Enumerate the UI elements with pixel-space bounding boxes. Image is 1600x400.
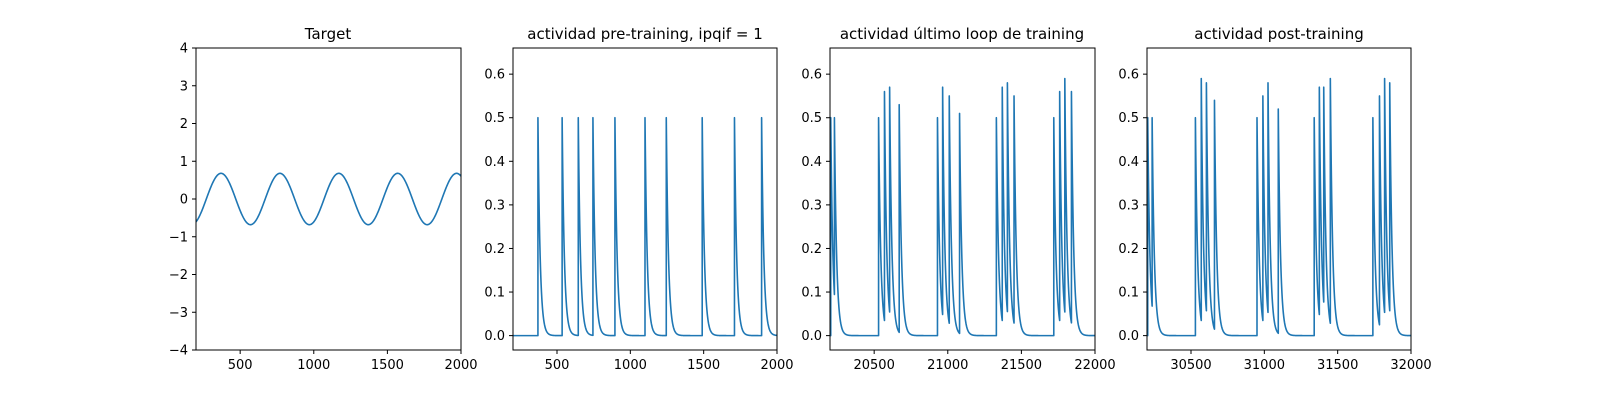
y-tick-label: 0.4	[484, 155, 505, 170]
y-tick-label: 2	[180, 117, 188, 132]
y-tick-label: 1	[180, 155, 188, 170]
x-tick-label: 1000	[297, 358, 330, 373]
y-tick-label: 0.6	[801, 68, 822, 83]
series-line	[1147, 77, 1411, 337]
y-tick-label: 0.5	[484, 111, 505, 126]
x-tick-label: 1500	[371, 358, 404, 373]
y-tick-label: −1	[169, 230, 188, 245]
y-tick-label: −2	[169, 268, 188, 283]
y-tick-label: 0.2	[801, 242, 822, 257]
y-tick-label: 0.3	[801, 198, 822, 213]
y-tick-label: 0.3	[484, 198, 505, 213]
y-tick-label: −3	[169, 306, 188, 321]
x-tick-label: 22000	[1074, 358, 1115, 373]
y-tick-label: 0.0	[1118, 329, 1139, 344]
x-tick-label: 20500	[853, 358, 894, 373]
series-line	[513, 116, 777, 337]
y-tick-label: 0.2	[484, 242, 505, 257]
x-tick-label: 1000	[614, 358, 647, 373]
y-tick-label: −4	[169, 344, 188, 359]
x-tick-label: 2000	[444, 358, 477, 373]
panel-title: actividad último loop de training	[840, 25, 1084, 43]
y-tick-label: 0.0	[484, 329, 505, 344]
y-tick-label: 0.4	[801, 155, 822, 170]
panel-pre-training: actividad pre-training, ipqif = 1 500 100…	[484, 25, 793, 373]
y-tick-label: 4	[180, 42, 188, 57]
panel-post-training: actividad post-training 30500 31000 31500 3…	[1118, 25, 1431, 373]
x-tick-label: 31000	[1244, 358, 1285, 373]
y-tick-label: 0.1	[801, 286, 822, 301]
y-tick-label: 0.6	[1118, 68, 1139, 83]
x-tick-label: 32000	[1390, 358, 1431, 373]
x-tick-label: 500	[545, 358, 570, 373]
panel-title: actividad post-training	[1194, 25, 1363, 43]
x-tick-label: 21500	[1001, 358, 1042, 373]
panel-last-training-loop: actividad último loop de training 20500 2…	[801, 25, 1115, 373]
panel-target: Target 500 1000 1500 2000 −4 −3 −2 −1 0 1 2 3 4	[169, 25, 478, 373]
y-tick-label: 0.5	[1118, 111, 1139, 126]
y-tick-label: 0.1	[1118, 286, 1139, 301]
series-line	[830, 77, 1095, 337]
panel-title: actividad pre-training, ipqif = 1	[527, 25, 763, 43]
y-tick-label: 3	[180, 79, 188, 94]
y-tick-label: 0.6	[484, 68, 505, 83]
axes-frame	[1146, 47, 1412, 351]
panel-title: Target	[304, 25, 352, 43]
y-tick-label: 0.2	[1118, 242, 1139, 257]
x-tick-label: 500	[228, 358, 253, 373]
y-tick-label: 0.1	[484, 286, 505, 301]
x-tick-label: 21000	[927, 358, 968, 373]
axes-frame	[512, 47, 778, 351]
x-tick-label: 30500	[1170, 358, 1211, 373]
x-tick-label: 31500	[1317, 358, 1358, 373]
y-tick-label: 0.5	[801, 111, 822, 126]
axes-frame	[829, 47, 1096, 351]
y-tick-label: 0.4	[1118, 155, 1139, 170]
y-tick-label: 0.3	[1118, 198, 1139, 213]
x-tick-label: 1500	[687, 358, 720, 373]
y-tick-label: 0.0	[801, 329, 822, 344]
series-line	[196, 172, 461, 226]
y-tick-label: 0	[180, 193, 188, 208]
x-tick-label: 2000	[760, 358, 793, 373]
